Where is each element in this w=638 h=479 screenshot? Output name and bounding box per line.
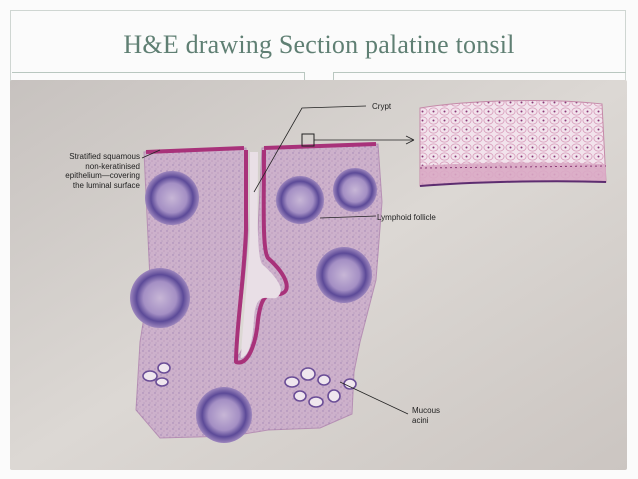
- lymphoid-follicle: [333, 168, 377, 212]
- crypt-leader-line: [253, 105, 367, 193]
- crypt-lumen: [241, 152, 281, 358]
- mucous-acini-label-line: Mucous: [412, 406, 441, 415]
- follicle-leader-line: [319, 215, 377, 219]
- surface-epithelium-right: [263, 142, 377, 150]
- lymphoid-follicle: [276, 176, 324, 224]
- histology-figure: [10, 80, 627, 470]
- mucous-acinus: [142, 370, 158, 382]
- lymphoid-follicle: [196, 387, 252, 443]
- epithelium-label-line: Stratified squamous: [69, 152, 140, 161]
- mucous-acinus: [317, 374, 331, 386]
- inset-arrowhead: [405, 135, 415, 145]
- mucous-acinus: [300, 367, 316, 381]
- lymphoid-follicle: [130, 268, 190, 328]
- epithelium-label-line: non-keratinised: [85, 161, 140, 171]
- slide-title: H&E drawing Section palatine tonsil: [123, 30, 515, 59]
- mucous-acinus: [343, 378, 357, 390]
- surface-epithelium-left: [145, 146, 245, 154]
- crypt-label: Crypt: [372, 102, 392, 111]
- lymphoid-follicle: [145, 171, 199, 225]
- mucous-acinus: [155, 377, 169, 387]
- mucous-acinus: [293, 390, 307, 402]
- epithelium-label: Stratified squamous non-keratinised epit…: [22, 152, 140, 190]
- mucous-acini-label: Mucous acini: [412, 406, 440, 425]
- epithelium-label-line: epithelium—covering: [65, 171, 140, 180]
- crypt-epithelium: [234, 149, 289, 365]
- epithelium-leader-line: [141, 149, 161, 159]
- figure-drawing: [10, 80, 627, 470]
- mucous-acinus: [308, 396, 324, 408]
- mucous-acini-label-line: acini: [412, 415, 429, 425]
- mucous-acinus: [327, 389, 341, 403]
- epithelium-label-line: the luminal surface: [72, 180, 140, 190]
- epithelium-inset: [419, 100, 607, 187]
- lymphoid-follicles: [130, 168, 377, 443]
- mucous-acinus: [284, 376, 300, 388]
- mucous-acinus: [157, 362, 171, 374]
- lymphoid-follicle-label: Lymphoid follicle: [377, 213, 436, 222]
- mucous-acini: [142, 362, 357, 408]
- acini-leader-line: [339, 381, 409, 415]
- lymphoid-follicle: [316, 247, 372, 303]
